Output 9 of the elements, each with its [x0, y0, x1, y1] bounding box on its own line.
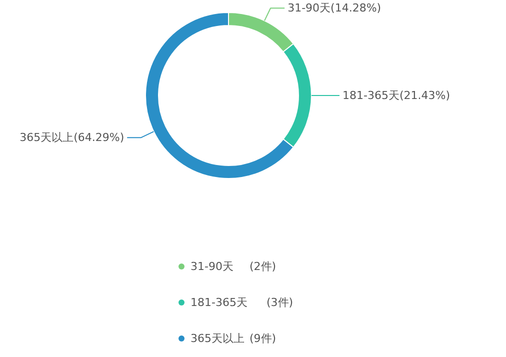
legend-label: 181-365天 [190, 296, 248, 309]
category-label: 181-365天(21.43%) [342, 88, 450, 102]
text: (9件) [250, 332, 276, 345]
text: (2件) [250, 260, 276, 273]
category-label: 31-90天(14.28%) [288, 2, 382, 15]
category-label: 365天以上(64.29%) [20, 131, 124, 144]
legend-label: 365天以上 [190, 332, 244, 345]
text: (3件) [266, 296, 294, 309]
legend-label: 31-90天 [190, 260, 234, 273]
